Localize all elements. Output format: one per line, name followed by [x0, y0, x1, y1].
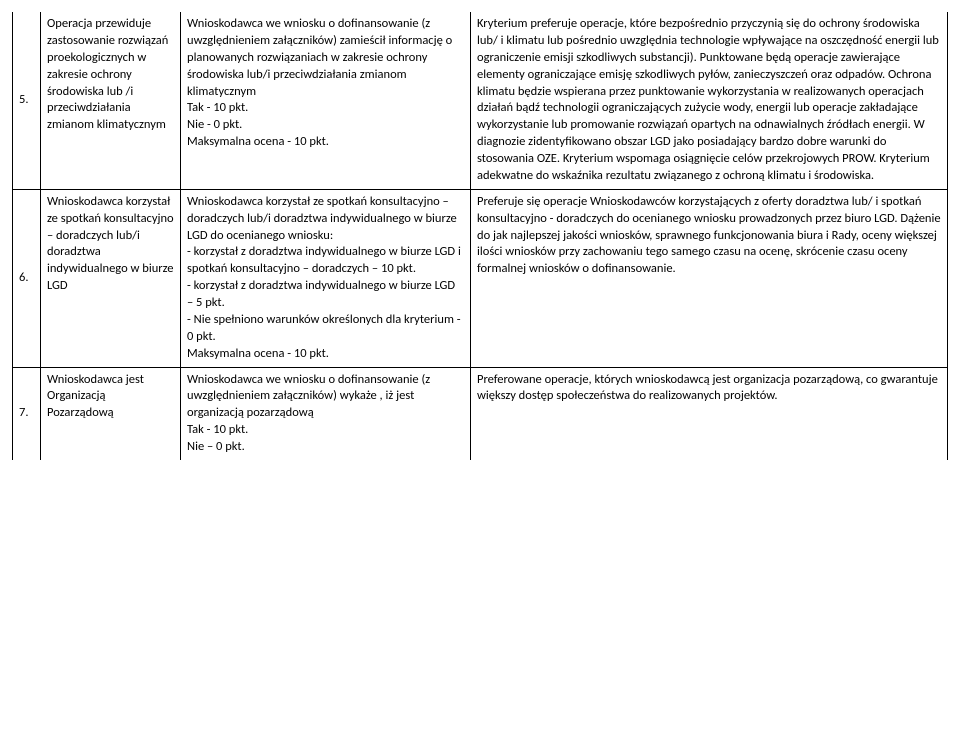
cell-scoring: Wnioskodawca we wniosku o dofinansowanie… [181, 367, 471, 460]
criteria-table: 5. Operacja przewiduje zastosowanie rozw… [12, 12, 948, 460]
row-number: 6. [13, 189, 41, 367]
cell-scoring: Wnioskodawca we wniosku o dofinansowanie… [181, 12, 471, 189]
cell-description: Kryterium preferuje operacje, które bezp… [471, 12, 948, 189]
cell-scoring: Wnioskodawca korzystał ze spotkań konsul… [181, 189, 471, 367]
cell-operation: Wnioskodawca korzystał ze spotkań konsul… [41, 189, 181, 367]
table-row: 7. Wnioskodawca jest Organizacją Pozarzą… [13, 367, 948, 460]
table-row: 5. Operacja przewiduje zastosowanie rozw… [13, 12, 948, 189]
row-number: 7. [13, 367, 41, 460]
row-number: 5. [13, 12, 41, 189]
cell-description: Preferuje się operacje Wnioskodawców kor… [471, 189, 948, 367]
table-row: 6. Wnioskodawca korzystał ze spotkań kon… [13, 189, 948, 367]
cell-description: Preferowane operacje, których wnioskodaw… [471, 367, 948, 460]
cell-operation: Wnioskodawca jest Organizacją Pozarządow… [41, 367, 181, 460]
cell-operation: Operacja przewiduje zastosowanie rozwiąz… [41, 12, 181, 189]
